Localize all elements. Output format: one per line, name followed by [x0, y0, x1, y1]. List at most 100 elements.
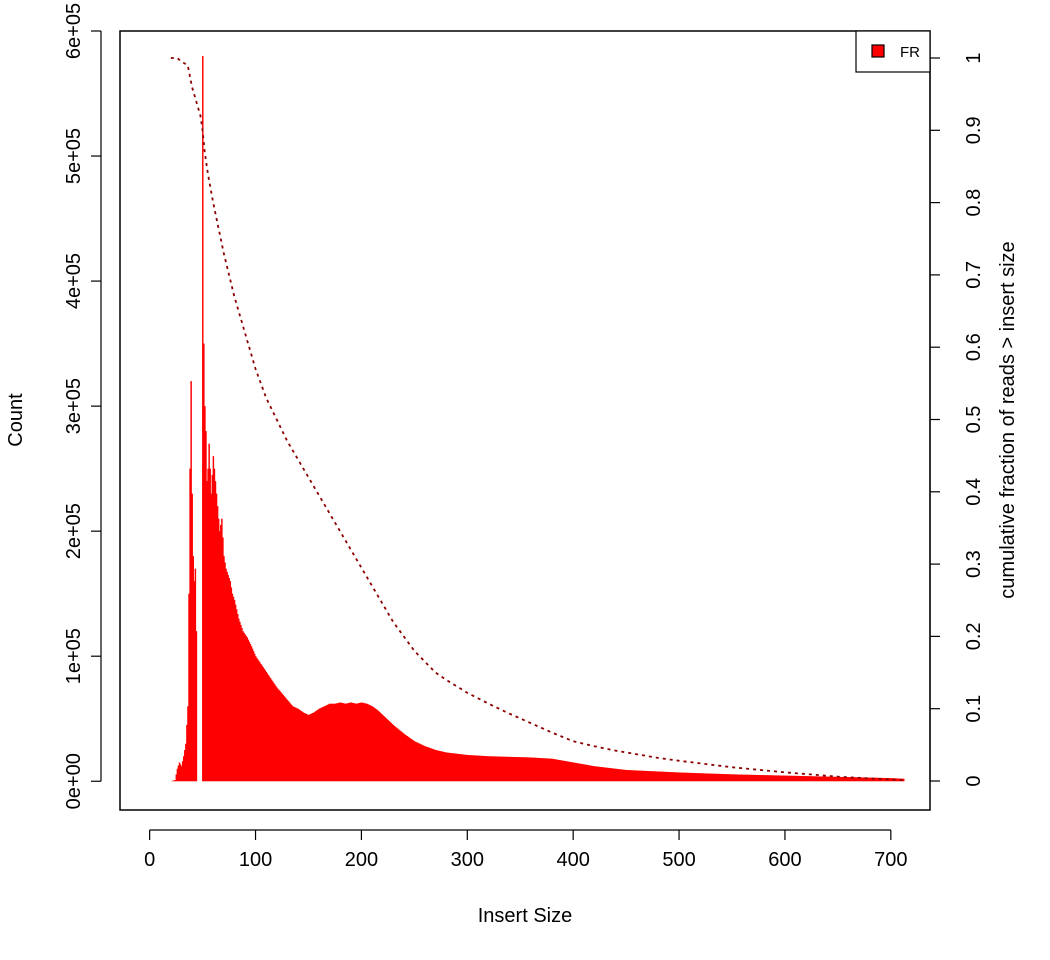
histogram-bar [752, 774, 755, 782]
histogram-bar [214, 481, 217, 782]
histogram-bar [300, 710, 302, 782]
histogram-bar [610, 768, 613, 782]
histogram-bar [268, 676, 271, 782]
histogram-bar [356, 703, 359, 782]
histogram-bar [547, 758, 549, 782]
histogram-bar [409, 738, 412, 782]
y-tick-label: 4e+05 [63, 253, 85, 309]
histogram-bar [513, 756, 515, 782]
histogram-bar [376, 709, 379, 782]
histogram-bar [408, 737, 410, 782]
histogram-bar [627, 770, 630, 782]
histogram-bar [772, 775, 775, 782]
histogram-bar [403, 733, 405, 782]
histogram-bar [306, 714, 309, 782]
histogram-bar [807, 776, 810, 782]
histogram-bar [393, 725, 396, 782]
histogram-bar [702, 773, 705, 782]
histogram-bar [237, 614, 239, 782]
histogram-bar [394, 726, 397, 782]
histogram-bar [870, 777, 872, 782]
histogram-bar [833, 776, 835, 782]
histogram-bar [570, 762, 572, 782]
histogram-bar [771, 775, 774, 782]
histogram-bar [721, 774, 724, 782]
histogram-bar [413, 741, 416, 782]
histogram-bar [193, 581, 196, 782]
histogram-bar [228, 578, 230, 782]
histogram-bar [489, 756, 491, 782]
y-axis-title: Count [5, 393, 27, 447]
histogram-bar [882, 777, 885, 782]
histogram-bar [382, 714, 384, 782]
histogram-bar [325, 705, 328, 782]
histogram-bar [773, 775, 776, 782]
histogram-bar [871, 777, 873, 782]
histogram-bar [655, 771, 657, 782]
histogram-bar [656, 771, 658, 782]
histogram-bar [492, 756, 494, 782]
histogram-bar [624, 769, 626, 782]
histogram-bar [540, 758, 543, 782]
histogram-bar [374, 708, 377, 782]
histogram-bar [507, 756, 509, 782]
histogram-bar [541, 758, 544, 782]
histogram-bar [669, 772, 671, 782]
histogram-bar [512, 756, 514, 782]
histogram-bar [207, 468, 209, 782]
histogram-bar [746, 774, 748, 782]
histogram-bar [455, 753, 457, 782]
histogram-bar [643, 770, 646, 782]
histogram-bar [677, 772, 679, 782]
histogram-bar [557, 759, 560, 782]
histogram-bar [309, 714, 311, 782]
histogram-bar [890, 778, 892, 782]
histogram-bar [441, 751, 443, 782]
histogram-bar [756, 774, 759, 782]
histogram-bar [741, 774, 743, 782]
histogram-bar [631, 770, 634, 782]
histogram-bar [443, 751, 445, 782]
y-tick-label: 2e+05 [63, 503, 85, 559]
histogram-bar [449, 752, 452, 782]
histogram-bar [463, 754, 466, 782]
histogram-bar [298, 709, 300, 782]
histogram-bar [358, 702, 361, 782]
histogram-bar [572, 762, 575, 782]
histogram-bar [753, 774, 756, 782]
histogram-bar [192, 556, 194, 782]
histogram-bar [837, 776, 839, 782]
histogram-bar [253, 653, 256, 782]
histogram-bar [641, 770, 643, 782]
histogram-bar [836, 776, 838, 782]
histogram-bar [310, 713, 312, 782]
histogram-bar [533, 757, 535, 782]
histogram-bar [681, 772, 684, 782]
histogram-bar [675, 772, 677, 782]
histogram-bar [823, 776, 826, 782]
histogram-bar [328, 704, 330, 782]
histogram-bar [415, 742, 418, 782]
histogram-bar [274, 684, 276, 782]
histogram-bar [851, 777, 853, 782]
histogram-bar [337, 702, 340, 782]
histogram-bar [723, 774, 725, 782]
histogram-bar [285, 698, 288, 782]
histogram-bar [751, 774, 754, 782]
histogram-bar [563, 760, 565, 782]
histogram-bar [185, 743, 187, 782]
histogram-bar [874, 777, 876, 782]
histogram-bar [868, 777, 870, 782]
histogram-bar [369, 705, 371, 782]
histogram-bar [835, 776, 837, 782]
histogram-bar [713, 773, 715, 782]
histogram-bar [175, 774, 178, 782]
histogram-bar [297, 708, 299, 782]
histogram-bar [881, 777, 884, 782]
histogram-bar [841, 776, 844, 782]
histogram-bar [508, 756, 510, 782]
histogram-bar [343, 703, 346, 782]
histogram-bar [281, 693, 283, 782]
histogram-bar [616, 768, 618, 782]
histogram-bar [551, 758, 553, 782]
